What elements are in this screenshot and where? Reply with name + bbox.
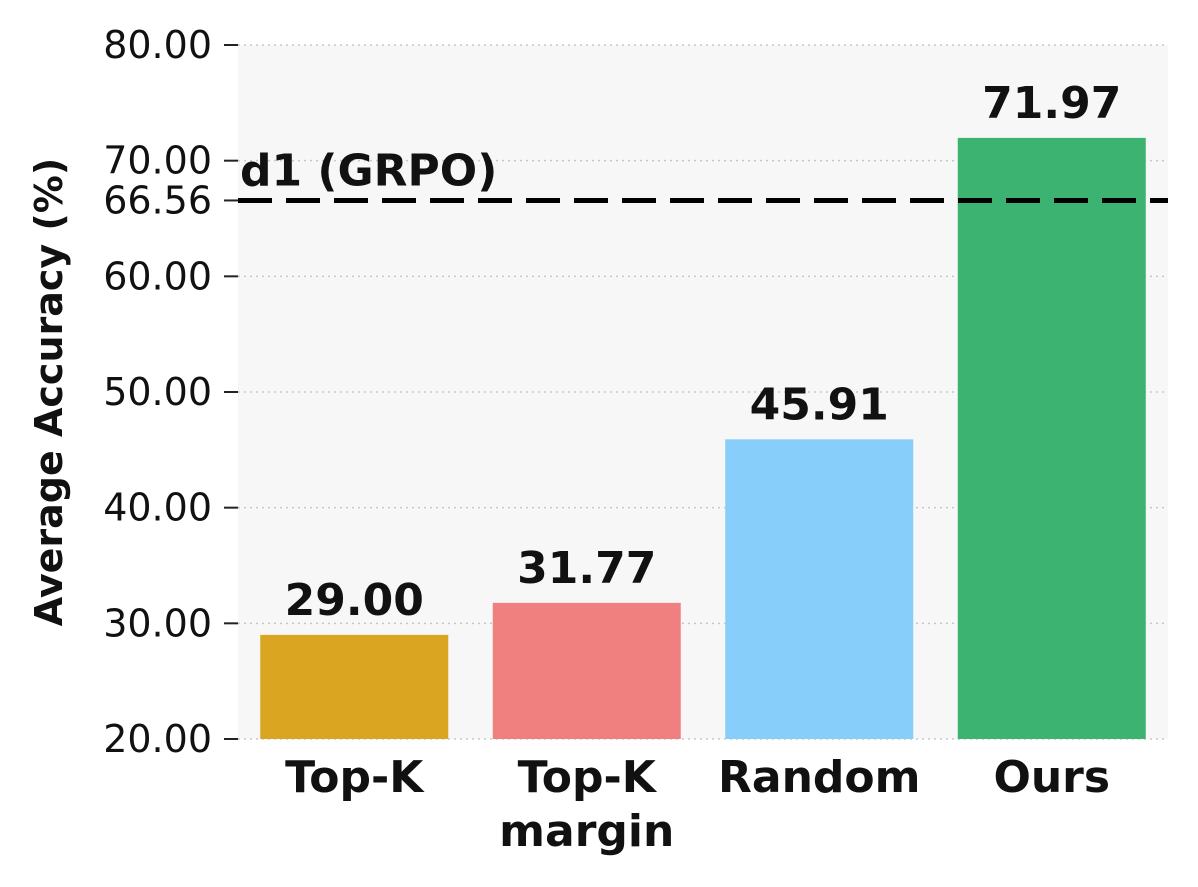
bar-value-label: 29.00 [285,575,424,626]
y-tick-label: 30.00 [103,601,212,645]
bar [725,439,914,739]
bar [957,137,1146,739]
bar-value-label: 71.97 [982,78,1121,129]
y-tick-label: 60.00 [103,254,212,298]
y-tick-label: 66.56 [103,178,212,222]
y-axis-title: Average Accuracy (%) [27,158,71,626]
bar-value-label: 45.91 [750,379,889,430]
y-tick-label: 40.00 [103,486,212,530]
y-tick-label: 20.00 [103,717,212,761]
bar [492,602,681,739]
bar-value-label: 31.77 [517,543,656,594]
bars [260,137,1146,739]
x-category-label: Top-K [285,752,425,803]
reference-line-label: d1 (GRPO) [240,145,497,196]
y-axis: 20.00 30.00 40.00 50.00 60.00 70.00 80.00 66.56 [103,23,238,761]
y-tick-label: 50.00 [103,370,212,414]
value-labels: 29.00 31.77 45.91 71.97 [285,78,1122,626]
x-category-label: Top-K [518,752,658,803]
x-category-label: Ours [993,752,1110,803]
bar [260,634,449,739]
y-tick-label: 70.00 [103,139,212,183]
y-tick-label: 80.00 [103,23,212,67]
reference-line-group: d1 (GRPO) [238,145,1168,203]
x-category-label: margin [499,806,674,857]
x-category-label: Random [718,752,920,803]
